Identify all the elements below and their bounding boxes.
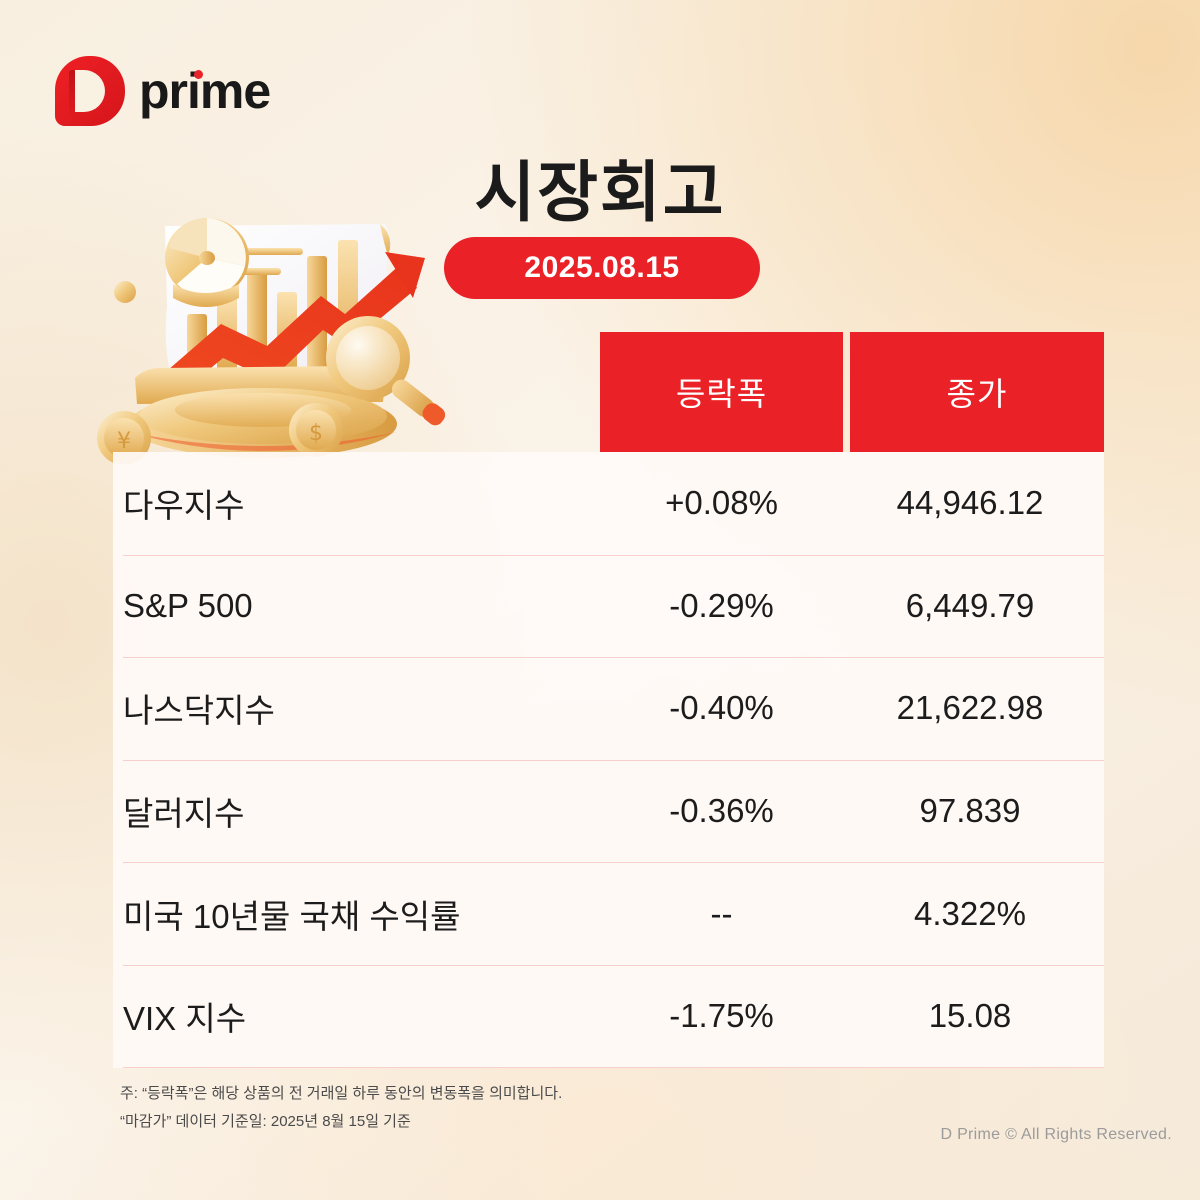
- row-label: VIX 지수: [123, 1000, 247, 1038]
- page-title: 시장회고: [474, 155, 726, 229]
- magnifier-icon: [326, 316, 446, 426]
- table-row: VIX 지수 -1.75% 15.08: [113, 965, 1104, 1068]
- row-change: -0.36%: [669, 792, 774, 830]
- svg-text:$: $: [309, 421, 323, 446]
- 3d-market-chart-illustration: ¥ $: [95, 196, 475, 464]
- row-change: +0.08%: [665, 484, 778, 522]
- d-prime-logo-icon: [55, 56, 125, 126]
- row-close: 6,449.79: [905, 586, 1035, 624]
- row-label: 다우지수: [123, 487, 245, 525]
- floating-sphere-icon: [114, 281, 136, 303]
- copyright-text: D Prime © All Rights Reserved.: [940, 1126, 1172, 1143]
- i-dot-icon: [194, 70, 203, 79]
- date-badge: 2025.08.15: [444, 237, 760, 299]
- pie-chart-icon: [165, 218, 249, 307]
- table-row: 나스닥지수 -0.40% 21,622.98: [113, 657, 1104, 760]
- yen-coin-icon: ¥: [97, 411, 151, 464]
- table-row: 미국 10년물 국채 수익률 -- 4.322%: [113, 862, 1104, 965]
- table-row: S&P 500 -0.29% 6,449.79: [113, 554, 1104, 658]
- column-header-change: 등락폭: [600, 332, 843, 452]
- column-header-close: 종가: [850, 332, 1104, 452]
- brand-logo: prime: [55, 56, 271, 126]
- table-row: 다우지수 +0.08% 44,946.12: [113, 452, 1104, 555]
- dollar-coin-icon: $: [289, 403, 343, 457]
- row-label: 나스닥지수: [123, 692, 275, 730]
- row-label: 달러지수: [123, 795, 245, 833]
- row-change: -0.40%: [669, 689, 774, 727]
- row-change: -0.29%: [669, 586, 774, 624]
- footnote-line-1: 주: “등락폭”은 해당 상품의 전 거래일 하루 동안의 변동폭을 의미합니다…: [120, 1085, 563, 1102]
- table-row: 달러지수 -0.36% 97.839: [113, 759, 1104, 863]
- footnotes: 주: “등락폭”은 해당 상품의 전 거래일 하루 동안의 변동폭을 의미합니다…: [120, 1080, 562, 1136]
- svg-text:¥: ¥: [117, 429, 131, 454]
- row-close: 21,622.98: [896, 689, 1044, 727]
- footnote-line-2: “마감가” 데이터 기준일: 2025년 8월 15일 기준: [120, 1112, 411, 1130]
- row-change: --: [710, 894, 733, 932]
- row-close: 97.839: [919, 792, 1021, 830]
- logo-wordmark: prime: [139, 63, 271, 119]
- row-change: -1.75%: [669, 997, 774, 1035]
- row-label: 미국 10년물 국채 수익률: [123, 897, 461, 935]
- row-close: 44,946.12: [896, 484, 1044, 522]
- row-close: 15.08: [928, 997, 1012, 1035]
- row-label: S&P 500: [123, 586, 253, 624]
- market-table: 다우지수 +0.08% 44,946.12 S&P 500 -0.29% 6,4…: [113, 452, 1104, 1068]
- up-arrow-icon: [161, 252, 425, 396]
- row-close: 4.322%: [914, 894, 1026, 932]
